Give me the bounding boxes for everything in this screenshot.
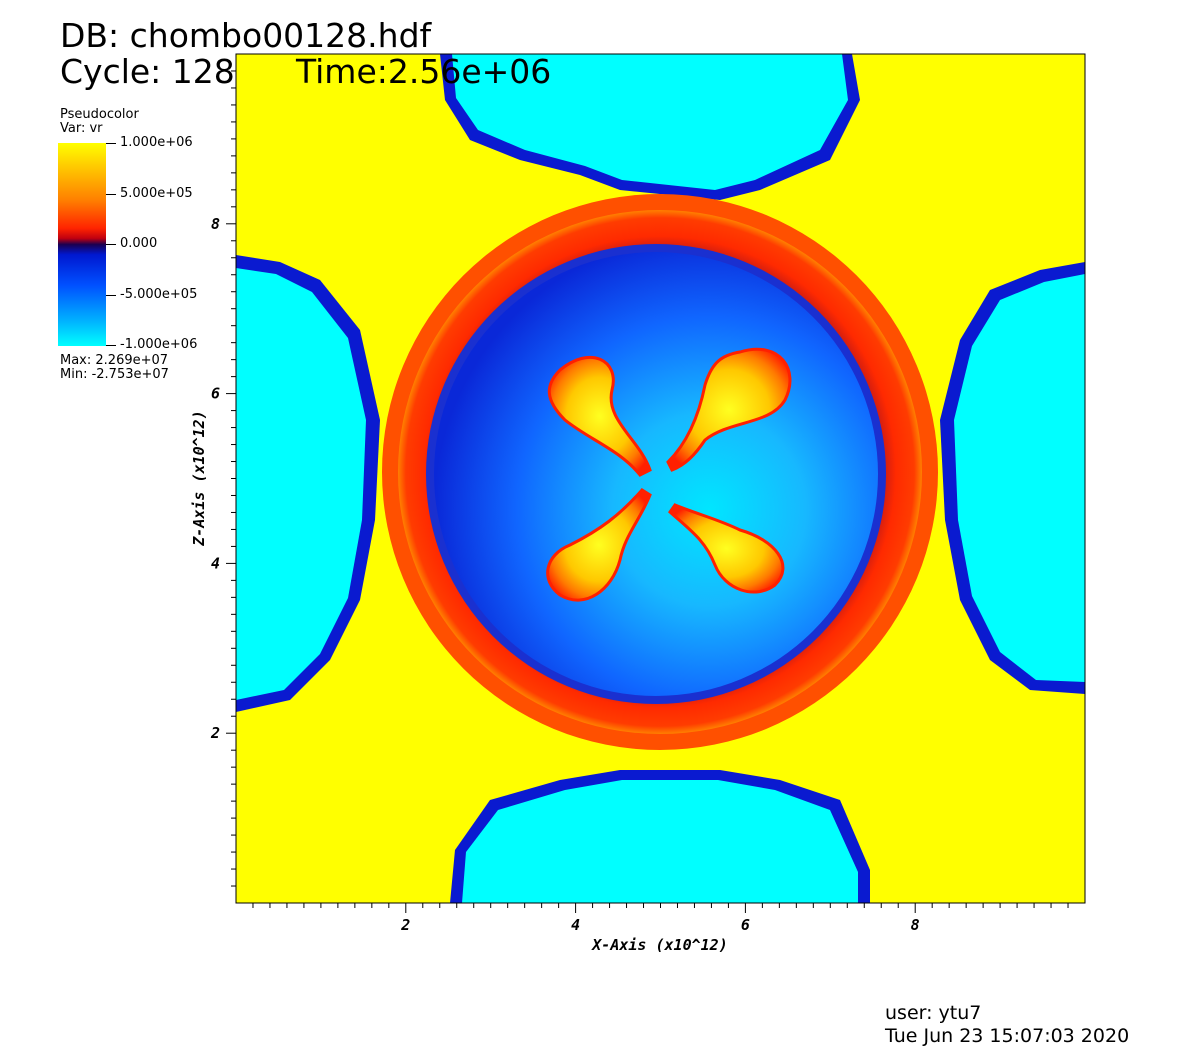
legend-min: Min: -2.753e+07 xyxy=(60,367,169,382)
colorbar-label: 1.000e+06 xyxy=(120,135,193,150)
tick-labels: 2 4 6 8 2 4 6 8 xyxy=(210,215,920,934)
x-tick-label: 6 xyxy=(741,916,750,934)
colorbar-label: 0.000 xyxy=(120,236,158,251)
jet-lobes xyxy=(546,347,792,602)
x-tick-label: 4 xyxy=(571,916,580,934)
heatmap-field xyxy=(236,54,1085,903)
z-axis-title: Z-Axis (x10^12) xyxy=(190,410,208,546)
y-tick-label: 2 xyxy=(210,724,220,742)
colorbar-tick xyxy=(106,295,116,296)
colorbar-tick xyxy=(106,345,116,346)
y-tick-label: 4 xyxy=(211,554,220,572)
x-axis-title: X-Axis (x10^12) xyxy=(590,936,727,954)
cyan-region-top xyxy=(440,54,860,200)
x-tick-label: 8 xyxy=(911,916,920,934)
time-label: Time:2.56e+06 xyxy=(296,52,552,91)
cyan-region-bottom xyxy=(450,770,870,903)
cyan-region-left xyxy=(236,255,380,712)
legend-max: Max: 2.269e+07 xyxy=(60,353,169,368)
colorbar-label: -5.000e+05 xyxy=(120,287,198,302)
colorbar-tick xyxy=(106,244,116,245)
colorbar-label: -1.000e+06 xyxy=(120,337,198,352)
cyan-region-right xyxy=(940,262,1085,694)
colorbar-label: 5.000e+05 xyxy=(120,186,193,201)
colorbar-tick xyxy=(106,143,116,144)
colorbar xyxy=(58,143,106,346)
y-tick-label: 8 xyxy=(211,215,220,233)
colorbar-tick xyxy=(106,194,116,195)
axis-ticks xyxy=(226,70,1069,913)
legend-plot-type: Pseudocolor xyxy=(60,107,139,122)
shock-shell xyxy=(382,194,938,750)
x-tick-label: 2 xyxy=(400,916,410,934)
cycle-label: Cycle: 128 xyxy=(60,52,235,91)
user-label: user: ytu7 xyxy=(885,1002,982,1024)
y-tick-label: 6 xyxy=(211,385,220,403)
database-title: DB: chombo00128.hdf xyxy=(60,16,432,55)
date-label: Tue Jun 23 15:07:03 2020 xyxy=(885,1025,1130,1047)
legend-variable: Var: vr xyxy=(60,121,103,136)
